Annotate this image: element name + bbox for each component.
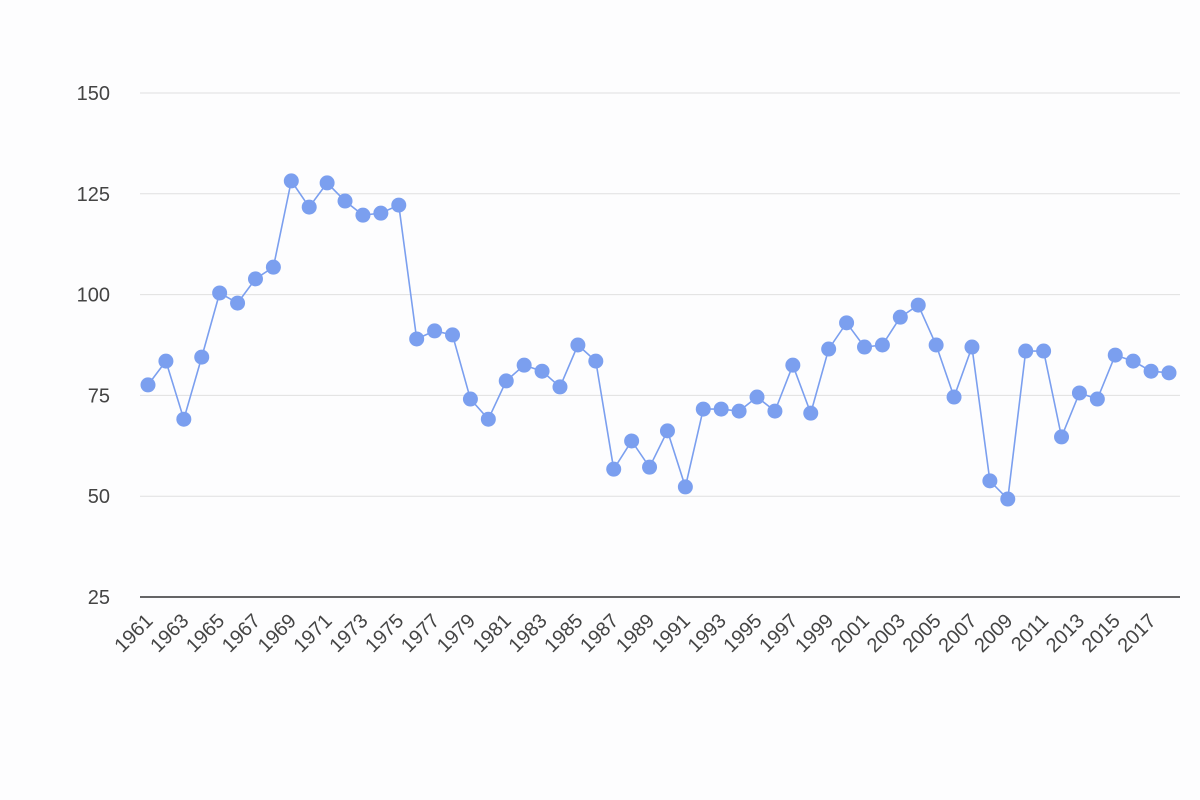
x-tick-label: 1983 — [505, 610, 552, 657]
x-tick-label: 1995 — [720, 610, 767, 657]
x-tick-label: 2005 — [899, 610, 946, 657]
data-line — [147, 178, 1170, 501]
data-point — [534, 363, 550, 379]
data-point — [1161, 365, 1177, 381]
x-tick-label: 2009 — [970, 610, 1017, 657]
data-point — [1000, 491, 1016, 507]
x-tick-label: 2017 — [1114, 610, 1161, 657]
data-point — [283, 173, 299, 189]
data-point — [677, 479, 693, 495]
data-point — [856, 339, 872, 355]
data-point — [319, 175, 335, 191]
data-point — [230, 295, 246, 311]
x-tick-label: 2011 — [1007, 610, 1053, 656]
x-tick-label: 1973 — [325, 610, 372, 657]
data-point — [982, 473, 998, 489]
data-point — [1107, 347, 1123, 363]
data-point — [695, 401, 711, 417]
x-tick-label: 1989 — [612, 610, 659, 657]
x-tick-label: 1987 — [576, 610, 623, 657]
data-point — [498, 373, 514, 389]
data-point — [373, 205, 389, 221]
data-point — [713, 401, 729, 417]
x-tick-label: 1967 — [218, 610, 265, 657]
data-point — [785, 357, 801, 373]
x-tick-label: 1971 — [290, 610, 337, 657]
data-point — [1125, 353, 1141, 369]
x-tick-label: 1963 — [146, 610, 193, 657]
data-point — [892, 309, 908, 325]
data-point — [1071, 385, 1087, 401]
x-tick-label: 1993 — [684, 610, 731, 657]
data-point — [480, 411, 496, 427]
data-point — [624, 433, 640, 449]
x-tick-label: 1997 — [755, 610, 802, 657]
data-point — [964, 339, 980, 355]
data-point — [910, 297, 926, 313]
data-point — [247, 271, 263, 287]
data-point — [194, 349, 210, 365]
x-tick-label: 1961 — [111, 610, 158, 657]
y-tick-label: 150 — [77, 83, 110, 105]
data-point — [659, 423, 675, 439]
data-point — [337, 193, 353, 209]
data-point — [212, 285, 228, 301]
data-point — [928, 337, 944, 353]
data-point — [767, 403, 783, 419]
x-tick-label: 1975 — [361, 610, 408, 657]
data-point — [1018, 343, 1034, 359]
data-point — [552, 379, 568, 395]
data-point — [1036, 343, 1052, 359]
y-tick-label: 100 — [77, 285, 110, 307]
data-point — [516, 357, 532, 373]
y-tick-label: 75 — [88, 385, 110, 407]
data-point — [1089, 391, 1105, 407]
x-tick-label: 2003 — [863, 610, 910, 657]
x-tick-label: 1979 — [433, 610, 480, 657]
x-tick-label: 1985 — [540, 610, 587, 657]
x-tick-label: 1981 — [469, 610, 516, 657]
data-point — [445, 327, 461, 343]
x-tick-label: 1999 — [791, 610, 838, 657]
y-tick-label: 25 — [88, 587, 110, 609]
data-point — [462, 391, 478, 407]
data-point — [588, 353, 604, 369]
data-point — [839, 315, 855, 331]
data-point — [355, 207, 371, 223]
x-tick-label: 1965 — [182, 610, 229, 657]
x-tick-label: 1977 — [397, 610, 444, 657]
data-point — [301, 199, 317, 215]
data-point — [946, 389, 962, 405]
y-tick-label: 125 — [77, 184, 110, 206]
data-point — [265, 259, 281, 275]
x-tick-label: 2007 — [934, 610, 981, 657]
data-point — [391, 197, 407, 213]
data-point — [749, 389, 765, 405]
data-point — [731, 403, 747, 419]
data-point — [874, 337, 890, 353]
data-point — [606, 461, 622, 477]
data-point — [1143, 363, 1159, 379]
data-point — [140, 377, 156, 393]
data-point — [427, 323, 443, 339]
data-point — [803, 405, 819, 421]
data-point — [642, 459, 658, 475]
data-point — [158, 353, 174, 369]
x-tick-label: 2013 — [1042, 610, 1089, 657]
data-point — [1054, 429, 1070, 445]
data-point — [176, 411, 192, 427]
data-point — [821, 341, 837, 357]
x-tick-label: 1969 — [254, 610, 301, 657]
y-tick-label: 50 — [88, 486, 110, 508]
x-tick-label: 2001 — [827, 610, 874, 657]
x-tick-label: 2015 — [1078, 610, 1125, 657]
data-point — [409, 331, 425, 347]
x-tick-label: 1991 — [648, 610, 695, 657]
data-point — [570, 337, 586, 353]
